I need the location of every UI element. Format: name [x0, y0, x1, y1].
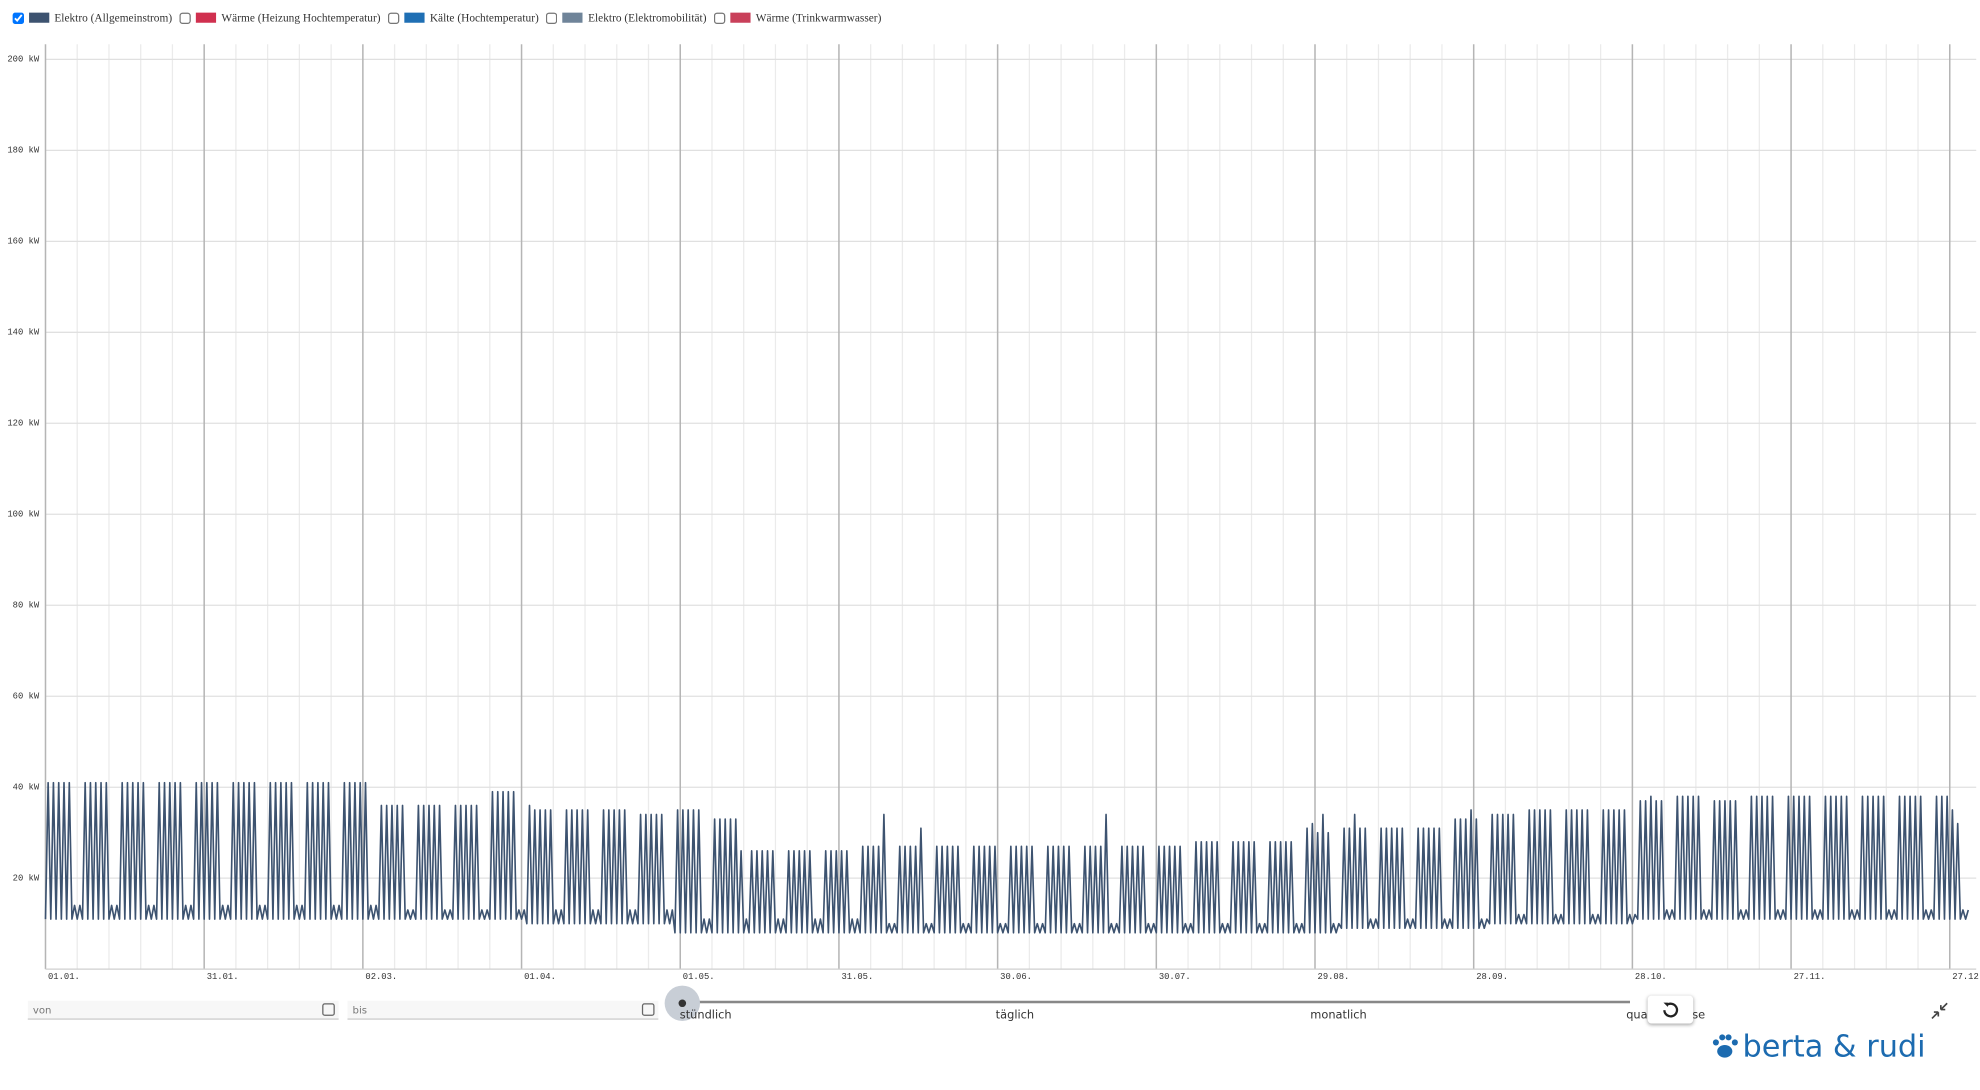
- date-to-placeholder: bis: [352, 1003, 368, 1016]
- legend-checkbox[interactable]: [714, 12, 726, 24]
- date-to[interactable]: bis: [347, 1000, 659, 1020]
- legend-checkbox[interactable]: [179, 12, 192, 24]
- reset-button[interactable]: [1647, 995, 1694, 1024]
- legend-item[interactable]: Elektro (Allgemeinstrom): [10, 11, 172, 24]
- x-tick-label: 01.04.: [524, 972, 556, 982]
- legend-swatch: [404, 12, 425, 23]
- collapse-icon[interactable]: [1931, 1002, 1949, 1020]
- legend-label: Elektro (Elektromobilität): [588, 11, 707, 25]
- x-tick-label: 01.05.: [683, 972, 715, 982]
- x-tick-label: 29.08.: [1318, 972, 1350, 982]
- y-tick-label: 20 kW: [13, 874, 40, 884]
- x-tick-label: 27.11.: [1794, 972, 1826, 982]
- reset-icon: [1663, 1002, 1679, 1018]
- x-tick-label: 30.07.: [1159, 972, 1191, 982]
- legend-item[interactable]: Kälte (Hochtemperatur): [386, 11, 539, 24]
- resolution-slider[interactable]: [682, 1000, 1630, 1004]
- y-tick-label: 80 kW: [13, 601, 40, 611]
- series-line: [44, 781, 1970, 934]
- resolution-label[interactable]: stündlich: [679, 1009, 732, 1023]
- x-tick-label: 30.06.: [1000, 972, 1032, 982]
- legend: Elektro (Allgemeinstrom) Wärme (Heizung H…: [10, 8, 886, 28]
- legend-swatch: [562, 12, 584, 23]
- legend-item[interactable]: Wärme (Trinkwarmwasser): [712, 11, 882, 25]
- x-tick-label: 31.01.: [207, 972, 239, 982]
- logo-text: berta & rudi: [1742, 1028, 1926, 1064]
- x-tick-label: 01.01.: [48, 972, 80, 982]
- resolution-label[interactable]: monatlich: [1310, 1009, 1367, 1023]
- logo: berta & rudi: [1711, 1029, 1926, 1064]
- y-tick-label: 40 kW: [13, 783, 40, 793]
- x-tick-label: 28.10.: [1635, 972, 1667, 982]
- legend-item[interactable]: Elektro (Elektromobilität): [544, 11, 707, 24]
- y-tick-label: 200 kW: [7, 55, 39, 65]
- logo-icon: [1712, 1034, 1738, 1058]
- y-tick-label: 180 kW: [7, 146, 39, 156]
- legend-label: Kälte (Hochtemperatur): [429, 11, 539, 25]
- x-tick-label: 31.05.: [841, 972, 873, 982]
- y-tick-label: 120 kW: [7, 419, 39, 429]
- y-tick-label: 140 kW: [7, 328, 39, 338]
- legend-label: Wärme (Heizung Hochtemperatur): [221, 11, 381, 25]
- legend-checkbox[interactable]: [12, 12, 25, 24]
- legend-swatch: [730, 12, 751, 23]
- x-tick-label: 27.12.: [1952, 972, 1980, 982]
- x-tick-label: 28.09.: [1476, 972, 1508, 982]
- y-tick-label: 160 kW: [7, 237, 39, 247]
- chart: 20 kW 40 kW 60 kW 80 kW 100 kW 120 kW 140 kW 16…: [7, 44, 1980, 982]
- legend-item[interactable]: Wärme (Heizung Hochtemperatur): [177, 11, 381, 25]
- legend-checkbox[interactable]: [388, 12, 400, 24]
- calendar-icon[interactable]: [322, 1003, 335, 1016]
- legend-swatch: [196, 12, 217, 23]
- y-tick-label: 60 kW: [13, 692, 40, 702]
- legend-label: Elektro (Allgemeinstrom): [54, 11, 173, 25]
- legend-label: Wärme (Trinkwarmwasser): [755, 11, 882, 25]
- calendar-icon[interactable]: [641, 1003, 655, 1016]
- slider-knob[interactable]: [678, 999, 687, 1008]
- legend-swatch: [29, 12, 50, 23]
- resolution-label[interactable]: täglich: [995, 1009, 1035, 1023]
- date-from-placeholder: von: [32, 1003, 52, 1016]
- date-from[interactable]: von: [27, 1000, 339, 1020]
- x-tick-label: 02.03.: [365, 972, 397, 982]
- legend-checkbox[interactable]: [546, 12, 558, 24]
- y-tick-label: 100 kW: [7, 510, 39, 520]
